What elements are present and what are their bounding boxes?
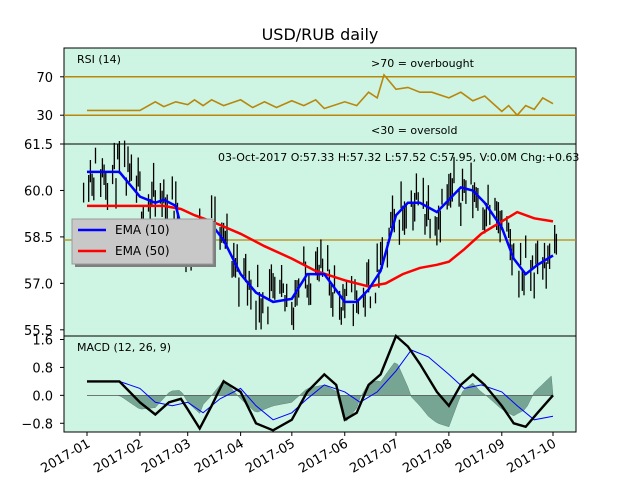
rsi-panel-background	[63, 47, 577, 145]
chart-title: USD/RUB daily	[262, 25, 379, 44]
macd-signal-line	[87, 349, 554, 421]
price-legend: EMA (10) EMA (50)	[71, 218, 216, 267]
price-ytick-label: 60.0	[24, 184, 53, 199]
macd-ytick-label: 0.0	[32, 389, 53, 404]
price-panel: 03-Oct-2017 O:57.33 H:57.32 L:57.52 C:57…	[24, 138, 579, 339]
macd-ytick-label: 1.6	[32, 333, 53, 348]
rsi-line	[87, 73, 554, 117]
x-tick-label: 2017-02	[91, 436, 146, 476]
price-info-text: 03-Oct-2017 O:57.33 H:57.32 L:57.52 C:57…	[218, 151, 579, 164]
macd-panel: MACD (12, 26, 9) 1.60.80.0−0.8 2017-0120…	[21, 333, 577, 477]
macd-ytick-label: 0.8	[32, 361, 53, 376]
ema-50-line	[87, 204, 554, 288]
x-tick-label: 2017-05	[243, 436, 298, 476]
rsi-panel-label: RSI (14)	[77, 53, 121, 66]
x-tick-label: 2017-10	[504, 436, 559, 476]
date-x-axis: 2017-012017-022017-032017-042017-052017-…	[38, 432, 559, 477]
macd-histogram	[87, 362, 554, 428]
macd-panel-background	[63, 335, 577, 433]
rsi-y-axis: 70 30	[36, 71, 64, 124]
macd-panel-label: MACD (12, 26, 9)	[77, 341, 171, 354]
legend-ema-50-label: EMA (50)	[115, 244, 170, 258]
x-tick-label: 2017-01	[38, 436, 93, 476]
price-ytick-label: 57.0	[24, 277, 53, 292]
price-ytick-label: 58.5	[24, 231, 53, 246]
price-ytick-label: 55.5	[24, 324, 53, 339]
rsi-threshold-lines	[64, 76, 576, 116]
x-tick-label: 2017-06	[296, 436, 351, 476]
x-tick-label: 2017-04	[192, 436, 247, 476]
x-tick-label: 2017-03	[139, 436, 194, 476]
price-ytick-label: 61.5	[24, 138, 53, 153]
rsi-overbought-annotation: >70 = overbought	[371, 57, 475, 70]
rsi-ytick-label: 70	[36, 71, 53, 86]
legend-box	[71, 218, 214, 265]
x-tick-label: 2017-07	[347, 436, 402, 476]
rsi-oversold-annotation: <30 = oversold	[371, 124, 457, 137]
rsi-ytick-label: 30	[36, 109, 53, 124]
macd-ytick-label: −0.8	[21, 417, 53, 432]
ohlc-bars	[82, 140, 558, 330]
x-tick-label: 2017-09	[453, 436, 508, 476]
macd-line	[87, 333, 554, 432]
x-tick-label: 2017-08	[400, 436, 455, 476]
price-y-axis: 61.5 60.0 58.5 57.0 55.5	[24, 138, 64, 339]
macd-y-axis: 1.6 0.8 0.0 −0.8	[21, 333, 64, 432]
rsi-panel: RSI (14) >70 = overbought <30 = oversold…	[36, 47, 577, 145]
legend-ema-10-label: EMA (10)	[115, 223, 170, 237]
